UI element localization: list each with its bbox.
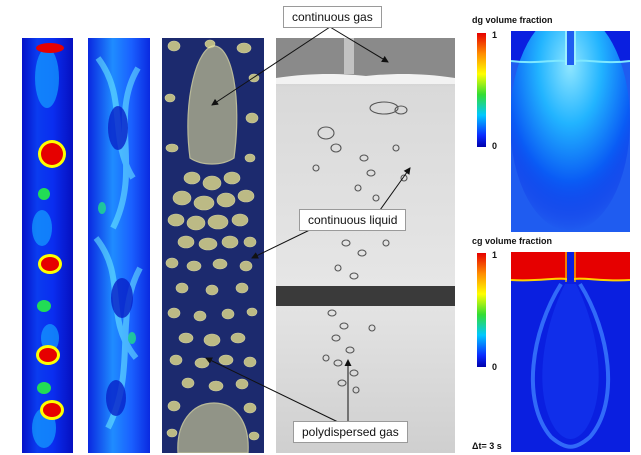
sim-top-field-shape xyxy=(511,31,630,232)
sim-top-field xyxy=(511,31,630,232)
sim-bottom-field xyxy=(511,252,630,452)
sim-top-min-label: 0 xyxy=(492,141,498,151)
callout-continuous-gas: continuous gas xyxy=(283,6,382,28)
callout-continuous-gas-text: continuous gas xyxy=(292,10,373,24)
callout-polydispersed-gas: polydispersed gas xyxy=(293,421,408,443)
sim-bottom-max-label: 1 xyxy=(492,250,498,260)
sim-bottom-field-shape xyxy=(511,252,630,449)
sim-bottom-min-label: 0 xyxy=(492,362,498,372)
strip-1-field xyxy=(32,43,66,448)
bubble-render-column xyxy=(162,38,264,453)
experiment-photo-field xyxy=(276,38,455,394)
strip-2-field xyxy=(93,56,143,430)
time-step-label: Δt= 3 s xyxy=(472,441,502,451)
sim-top-title: dg volume fraction xyxy=(472,15,553,25)
sim-bottom-title: cg volume fraction xyxy=(472,236,553,246)
sim-bottom-colorbar xyxy=(477,253,486,367)
sim-top-colorbar xyxy=(477,33,486,147)
volume-fraction-strip-1 xyxy=(22,38,73,453)
sim-top-max-label: 1 xyxy=(492,30,498,40)
experiment-photo xyxy=(276,38,455,453)
volume-fraction-strip-2 xyxy=(88,38,150,453)
callout-polydispersed-gas-text: polydispersed gas xyxy=(302,425,399,439)
callout-continuous-liquid: continuous liquid xyxy=(299,209,407,231)
callout-continuous-liquid-text: continuous liquid xyxy=(308,213,398,227)
